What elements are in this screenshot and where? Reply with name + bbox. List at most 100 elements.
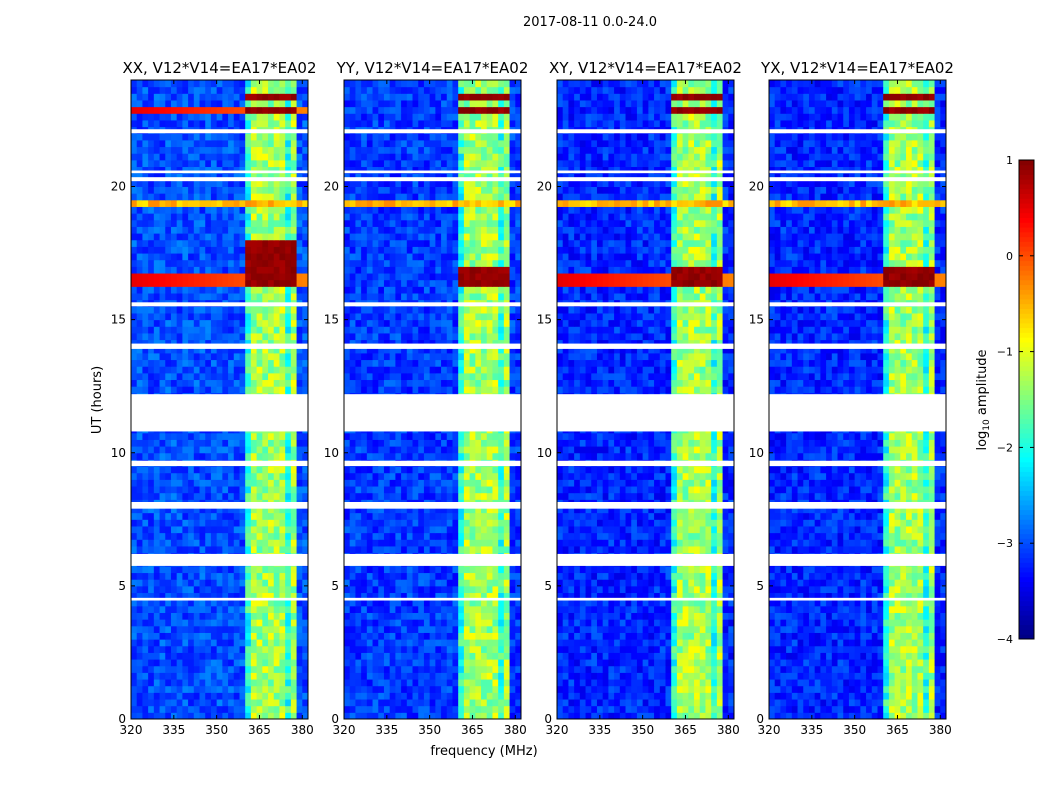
- heatmap-cell: [228, 692, 235, 700]
- heatmap-cell: [498, 326, 505, 334]
- heatmap-cell: [441, 306, 448, 314]
- heatmap-cell: [159, 93, 166, 101]
- heatmap-cell: [210, 199, 218, 207]
- heatmap-cell: [349, 339, 356, 347]
- heatmap-cell: [245, 645, 252, 653]
- heatmap-cell: [458, 326, 465, 334]
- heatmap-cell: [250, 452, 258, 460]
- heatmap-cell: [199, 525, 206, 534]
- heatmap-cell: [423, 572, 431, 580]
- heatmap-cell: [159, 699, 166, 707]
- heatmap-cell: [515, 352, 522, 361]
- heatmap-cell: [245, 312, 252, 321]
- heatmap-cell: [418, 486, 425, 494]
- heatmap-cell: [279, 379, 286, 387]
- heatmap-cell: [216, 366, 223, 374]
- heatmap-cell: [210, 346, 218, 354]
- heatmap-cell: [268, 293, 275, 301]
- heatmap-cell: [210, 106, 218, 114]
- heatmap-cell: [245, 199, 252, 207]
- heatmap-cell: [302, 273, 309, 281]
- heatmap-cell: [262, 625, 269, 633]
- heatmap-cell: [165, 539, 172, 547]
- heatmap-cell: [515, 705, 522, 713]
- heatmap-cell: [239, 286, 246, 294]
- heatmap-cell: [383, 306, 391, 314]
- heatmap-cell: [361, 672, 368, 680]
- heatmap-cell: [245, 113, 252, 121]
- heatmap-cell: [344, 352, 351, 361]
- heatmap-cell: [498, 512, 505, 520]
- heatmap-cell: [216, 525, 223, 534]
- heatmap-cell: [222, 213, 229, 221]
- heatmap-cell: [262, 652, 269, 660]
- heatmap-cell: [406, 532, 414, 540]
- heatmap-cell: [463, 339, 471, 347]
- heatmap-cell: [389, 632, 396, 640]
- heatmap-cell: [418, 319, 425, 327]
- heatmap-cell: [273, 199, 280, 207]
- heatmap-cell: [136, 372, 143, 381]
- heatmap-cell: [142, 652, 149, 660]
- heatmap-cell: [389, 645, 396, 653]
- heatmap-cell: [406, 705, 414, 713]
- heatmap-cell: [216, 506, 223, 514]
- heatmap-cell: [170, 479, 178, 487]
- heatmap-cell: [182, 166, 189, 174]
- heatmap-cell: [503, 692, 511, 700]
- heatmap-cell: [486, 306, 493, 314]
- heatmap-cell: [279, 259, 286, 267]
- heatmap-cell: [222, 326, 229, 334]
- heatmap-cell: [279, 339, 286, 347]
- heatmap-cell: [239, 239, 246, 247]
- heatmap-cell: [389, 479, 396, 487]
- heatmap-cell: [193, 692, 201, 700]
- heatmap-cell: [210, 639, 218, 647]
- heatmap-cell: [262, 173, 269, 181]
- heatmap-cell: [170, 312, 178, 321]
- heatmap-cell: [228, 113, 235, 121]
- heatmap-cell: [383, 472, 391, 480]
- heatmap-cell: [250, 525, 258, 534]
- heatmap-cell: [423, 539, 431, 547]
- heatmap-cell: [463, 572, 471, 580]
- heatmap-cell: [153, 519, 161, 527]
- heatmap-cell: [131, 312, 138, 321]
- heatmap-cell: [256, 659, 263, 667]
- heatmap-cell: [481, 452, 488, 460]
- heatmap-cell: [349, 326, 356, 334]
- heatmap-cell: [199, 672, 206, 680]
- heatmap-cell: [372, 439, 379, 447]
- heatmap-cell: [290, 93, 298, 101]
- heatmap-cell: [285, 632, 292, 640]
- heatmap-cell: [199, 266, 206, 274]
- heatmap-cell: [210, 219, 218, 227]
- heatmap-cell: [216, 226, 223, 234]
- heatmap-cell: [296, 592, 303, 600]
- heatmap-cell: [279, 432, 286, 440]
- heatmap-cell: [452, 359, 459, 367]
- heatmap-cell: [469, 692, 476, 700]
- heatmap-cell: [378, 379, 385, 387]
- heatmap-cell: [136, 146, 143, 154]
- heatmap-cell: [290, 705, 298, 713]
- heatmap-cell: [165, 386, 172, 394]
- heatmap-cell: [199, 186, 206, 194]
- heatmap-cell: [199, 486, 206, 494]
- heatmap-cell: [355, 705, 362, 713]
- heatmap-cell: [205, 106, 212, 114]
- heatmap-cell: [199, 199, 206, 207]
- heatmap-cell: [302, 512, 309, 520]
- heatmap-cell: [441, 639, 448, 647]
- heatmap-cell: [250, 685, 258, 693]
- heatmap-cell: [216, 605, 223, 613]
- heatmap-cell: [268, 319, 275, 327]
- heatmap-cell: [262, 672, 269, 680]
- heatmap-cell: [233, 506, 240, 514]
- heatmap-cell: [131, 692, 138, 700]
- heatmap-cell: [423, 319, 431, 327]
- heatmap-cell: [273, 705, 280, 713]
- heatmap-cell: [441, 346, 448, 354]
- heatmap-cell: [302, 432, 309, 440]
- heatmap-cell: [182, 439, 189, 447]
